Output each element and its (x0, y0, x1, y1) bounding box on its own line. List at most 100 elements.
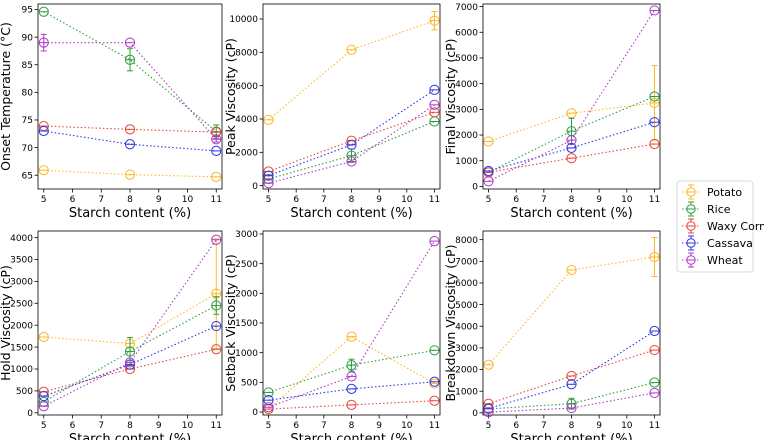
series-line (43, 169, 217, 178)
y-tick-label: 3000 (235, 230, 258, 240)
panel-final-viscosity-cp: 5 6 7 8 9 10 11 0 1000 2000 3000 4000 5000 6000 7000 St… (443, 3, 661, 221)
plot-frame (37, 230, 223, 416)
series-wheat (38, 33, 222, 145)
x-tick-label: 6 (70, 195, 76, 205)
x-tick-label: 10 (621, 195, 633, 205)
x-axis-label: Starch content (%) (510, 206, 632, 221)
x-axis-label: Starch content (%) (290, 206, 412, 221)
x-tick-label: 10 (401, 195, 413, 205)
y-tick-label: 3000 (455, 344, 478, 354)
y-tick-label: 2000 (455, 131, 478, 141)
y-tick-label: 65 (22, 171, 33, 181)
series-line (43, 293, 217, 345)
y-tick-label: 1500 (235, 319, 258, 329)
x-tick-label: 5 (41, 421, 47, 431)
series-waxy-corn (38, 120, 222, 138)
legend-item-potato: Potato (682, 184, 742, 200)
legend-box (676, 180, 754, 273)
plot-frame (37, 3, 223, 190)
x-tick-label: 11 (429, 421, 440, 431)
y-tick-label: 4000 (10, 234, 33, 244)
series-rice (38, 296, 222, 407)
y-tick-label: 4000 (455, 80, 478, 90)
legend-item-wheat: Wheat (682, 252, 743, 268)
x-tick-label: 7 (321, 421, 327, 431)
x-tick-label: 9 (376, 195, 382, 205)
y-tick-label: 1000 (455, 157, 478, 167)
series-wheat (483, 387, 660, 418)
x-axis-label: Starch content (%) (290, 432, 412, 440)
series-rice (38, 6, 222, 139)
x-tick-label: 8 (127, 421, 133, 431)
x-tick-label: 8 (127, 195, 133, 205)
y-axis-label: Peak Viscosity (cP) (223, 38, 238, 155)
x-tick-label: 9 (156, 195, 162, 205)
series-line (268, 20, 435, 121)
x-tick-label: 9 (156, 421, 162, 431)
series-rice (263, 345, 440, 398)
panel-peak-viscosity-cp: 5 6 7 8 9 10 11 0 2000 4000 6000 8000 10000 Starch co… (223, 3, 441, 221)
x-tick-label: 10 (621, 421, 633, 431)
series-line (43, 130, 217, 152)
legend-item-rice: Rice (682, 201, 731, 217)
y-axis-label: Setback Viscosity (cP) (223, 254, 238, 391)
x-tick-label: 7 (541, 421, 547, 431)
y-tick-label: 7000 (455, 258, 478, 268)
legend-label: Potato (707, 186, 742, 199)
y-tick-label: 1000 (10, 365, 33, 375)
series-wheat (263, 99, 440, 189)
x-tick-label: 5 (266, 421, 272, 431)
y-tick-label: 0 (472, 183, 478, 193)
series-line (43, 325, 217, 397)
y-tick-label: 500 (16, 387, 33, 397)
y-tick-label: 85 (22, 61, 33, 71)
series-cassava (263, 84, 440, 181)
x-tick-label: 7 (98, 195, 104, 205)
y-tick-label: 1000 (235, 349, 258, 359)
y-tick-label: 2500 (10, 299, 33, 309)
y-tick-label: 1500 (10, 343, 33, 353)
x-tick-label: 5 (486, 421, 492, 431)
legend-label: Waxy Corn (707, 220, 764, 233)
series-cassava (38, 125, 222, 156)
plot-frame (482, 230, 661, 416)
y-tick-label: 5000 (455, 54, 478, 64)
y-tick-label: 2000 (455, 366, 478, 376)
y-tick-label: 0 (252, 182, 258, 192)
legend-item-waxy-corn: Waxy Corn (682, 218, 764, 234)
x-tick-label: 8 (569, 421, 575, 431)
y-tick-label: 80 (22, 89, 34, 99)
series-cassava (263, 376, 440, 406)
x-tick-label: 9 (596, 195, 602, 205)
x-axis-label: Starch content (%) (69, 206, 191, 221)
y-tick-label: 2000 (235, 149, 258, 159)
y-tick-label: 3500 (10, 256, 33, 266)
y-tick-label: 6000 (235, 82, 258, 92)
x-tick-label: 7 (541, 195, 547, 205)
legend-label: Rice (707, 203, 731, 216)
panel-setback-viscosity-cp: 5 6 7 8 9 10 11 0 500 1000 1500 2000 2500 3000 Starch … (223, 230, 441, 440)
y-tick-label: 0 (472, 409, 478, 419)
x-tick-label: 8 (569, 195, 575, 205)
y-axis-label: Hold Viscosity (cP) (0, 265, 13, 381)
x-tick-label: 6 (293, 195, 299, 205)
x-tick-label: 5 (266, 195, 272, 205)
y-tick-label: 7000 (455, 3, 478, 13)
y-tick-label: 6000 (455, 28, 478, 38)
panel-onset-temperature-c: 5 6 7 8 9 10 11 65 70 75 80 85 90 95 Starch content (%… (0, 3, 223, 221)
series-potato (263, 11, 440, 125)
legend-label: Cassava (707, 237, 753, 250)
plot-frame (262, 230, 441, 416)
y-tick-label: 6000 (455, 279, 478, 289)
x-tick-label: 8 (349, 421, 355, 431)
x-tick-label: 9 (376, 421, 382, 431)
series-wheat (38, 234, 222, 412)
y-tick-label: 3000 (455, 106, 478, 116)
y-tick-label: 95 (22, 6, 33, 16)
x-tick-label: 5 (41, 195, 47, 205)
series-potato (38, 165, 222, 182)
series-line (268, 240, 435, 408)
y-tick-label: 90 (22, 33, 34, 43)
x-tick-label: 6 (293, 421, 299, 431)
series-cassava (483, 325, 660, 414)
